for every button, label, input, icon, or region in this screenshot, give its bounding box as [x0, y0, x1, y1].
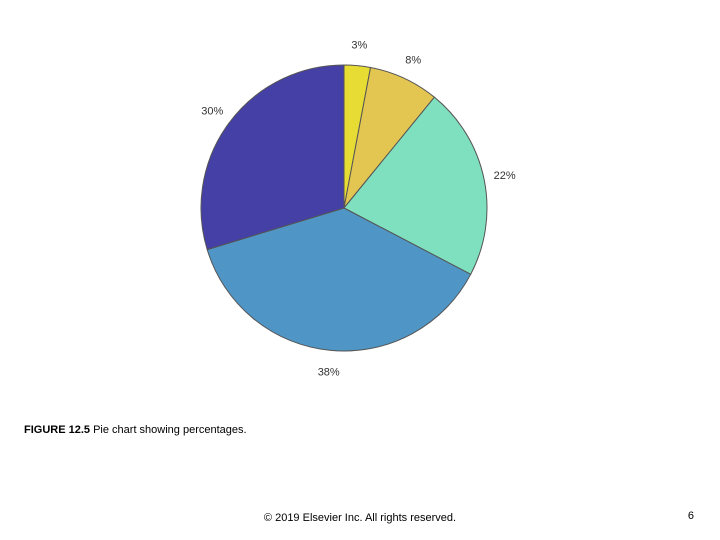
figure-number: FIGURE 12.5: [24, 424, 91, 436]
slice-label-0: 3%: [351, 40, 367, 52]
pie-chart: 3% 8% 22% 38% 30%: [200, 40, 516, 379]
figure-caption-text: Pie chart showing percentages.: [93, 424, 247, 436]
figure-caption: FIGURE 12.5 Pie chart showing percentage…: [24, 424, 247, 436]
pie-slice-4: [200, 64, 345, 251]
slice-label-4: 30%: [201, 105, 223, 117]
slice-label-3: 38%: [318, 366, 340, 378]
page-number: 6: [687, 510, 694, 522]
pie-slice-2: [343, 96, 488, 275]
copyright-notice: © 2019 Elsevier Inc. All rights reserved…: [263, 512, 457, 524]
pie-slices: [200, 64, 488, 352]
pie-labels: 3% 8% 22% 38% 30%: [201, 40, 516, 379]
slice-label-1: 8%: [405, 54, 421, 66]
slice-label-2: 22%: [494, 170, 516, 182]
pie-slice-3: [206, 207, 472, 352]
